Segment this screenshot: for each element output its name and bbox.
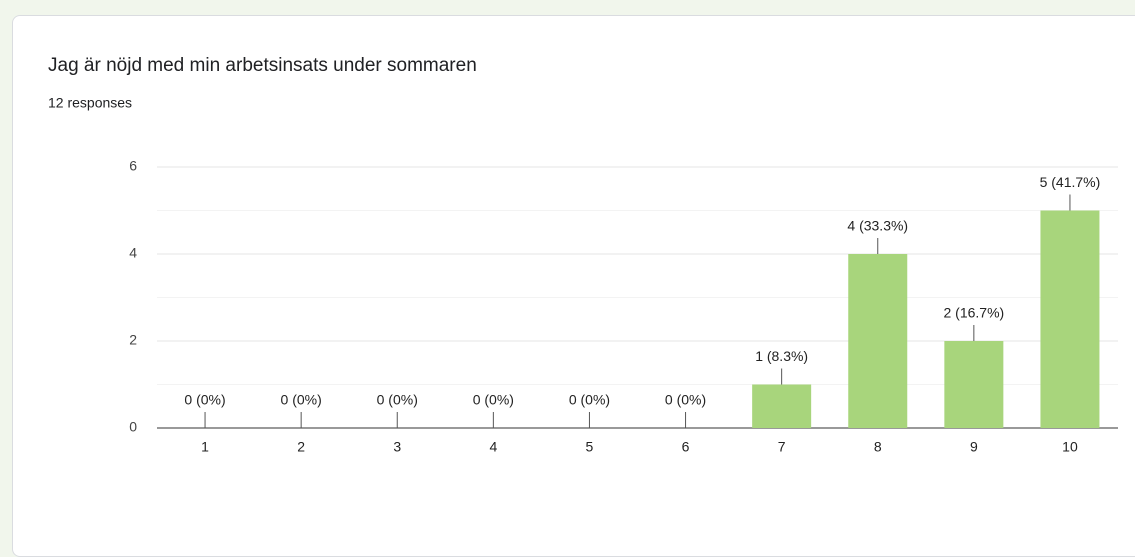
x-tick-label: 10 xyxy=(1062,439,1078,455)
x-tick-label: 4 xyxy=(489,439,497,455)
x-tick-label: 7 xyxy=(778,439,786,455)
data-label: 0 (0%) xyxy=(281,392,322,408)
bar xyxy=(1040,210,1100,428)
data-label: 1 (8.3%) xyxy=(755,348,808,364)
bar xyxy=(848,254,908,428)
data-label: 0 (0%) xyxy=(665,392,706,408)
page: Jag är nöjd med min arbetsinsats under s… xyxy=(12,15,1135,557)
chart-subtitle: 12 responses xyxy=(48,95,132,111)
data-label: 0 (0%) xyxy=(377,392,418,408)
y-tick-label: 0 xyxy=(129,419,137,435)
data-label: 0 (0%) xyxy=(473,392,514,408)
data-label: 0 (0%) xyxy=(184,392,225,408)
x-tick-label: 9 xyxy=(970,439,978,455)
chart: Jag är nöjd med min arbetsinsats under s… xyxy=(48,55,1118,455)
x-tick-label: 3 xyxy=(393,439,401,455)
x-tick-label: 2 xyxy=(297,439,305,455)
y-tick-label: 6 xyxy=(129,158,137,174)
data-label: 2 (16.7%) xyxy=(943,305,1004,321)
y-tick-label: 4 xyxy=(129,245,137,261)
y-tick-label: 2 xyxy=(129,332,137,348)
card xyxy=(12,15,1135,557)
x-tick-label: 6 xyxy=(682,439,690,455)
bar xyxy=(944,341,1004,428)
x-tick-label: 5 xyxy=(586,439,594,455)
data-label: 4 (33.3%) xyxy=(847,218,908,234)
x-tick-label: 8 xyxy=(874,439,882,455)
x-tick-label: 1 xyxy=(201,439,209,455)
bar xyxy=(752,384,812,428)
data-label: 5 (41.7%) xyxy=(1040,174,1101,190)
data-label: 0 (0%) xyxy=(569,392,610,408)
chart-title: Jag är nöjd med min arbetsinsats under s… xyxy=(48,55,477,76)
